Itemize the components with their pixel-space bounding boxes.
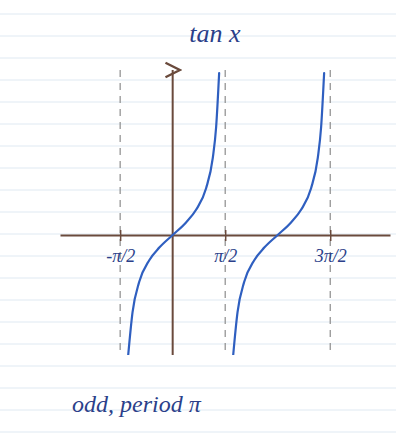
paper-line bbox=[0, 322, 396, 323]
grid bbox=[120, 70, 330, 355]
x-tick-mark bbox=[330, 230, 332, 241]
x-tick-label: π/2 bbox=[214, 246, 237, 266]
paper-line bbox=[0, 300, 396, 301]
paper-line bbox=[0, 212, 396, 213]
paper-lines bbox=[0, 14, 396, 432]
x-tick-mark bbox=[120, 230, 122, 241]
paper-line bbox=[0, 234, 396, 235]
paper-line bbox=[0, 190, 396, 191]
paper-line bbox=[0, 388, 396, 389]
x-tick: 3π/2 bbox=[314, 230, 347, 266]
paper-line bbox=[0, 14, 396, 15]
paper-line bbox=[0, 432, 396, 433]
y-axis-line bbox=[172, 70, 174, 355]
annotation: odd, period π bbox=[72, 391, 202, 417]
paper-line bbox=[0, 102, 396, 103]
x-tick-mark bbox=[225, 230, 227, 241]
paper-line bbox=[0, 146, 396, 147]
grid-line bbox=[330, 70, 331, 355]
y-axis bbox=[172, 70, 173, 355]
x-tick: -π/2 bbox=[106, 230, 135, 266]
grid-line bbox=[120, 70, 121, 355]
paper-line bbox=[0, 58, 396, 59]
x-tick: π/2 bbox=[214, 230, 237, 266]
x-tick-label: 3π/2 bbox=[314, 246, 347, 266]
title: tan x bbox=[189, 19, 241, 48]
paper-line bbox=[0, 344, 396, 345]
grid-line bbox=[225, 70, 226, 355]
plot-area bbox=[128, 73, 324, 355]
paper-line bbox=[0, 168, 396, 169]
paper-line bbox=[0, 366, 396, 367]
x-axis: -π/2 π/2 3π/2 bbox=[61, 230, 391, 266]
paper-line bbox=[0, 80, 396, 81]
paper-line bbox=[0, 278, 396, 279]
paper-line bbox=[0, 124, 396, 125]
x-tick-label: -π/2 bbox=[106, 246, 135, 266]
chart: -π/2 π/2 3π/2 tan x odd, period π bbox=[0, 0, 396, 442]
tan-curve bbox=[128, 73, 324, 355]
